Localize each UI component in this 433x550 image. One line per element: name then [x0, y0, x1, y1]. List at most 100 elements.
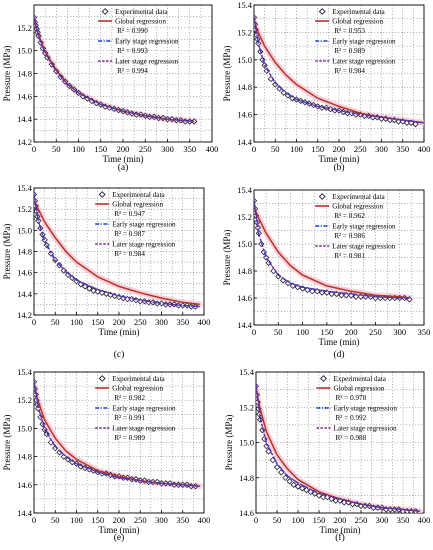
legend-label: Early stage regression [112, 405, 176, 413]
y-tick-label: 15.2 [239, 402, 254, 412]
experimental-point [333, 290, 340, 298]
x-tick-label: 200 [345, 327, 358, 337]
x-tick-label: 0 [252, 327, 256, 337]
y-axis-label: Pressure (MPa) [2, 46, 12, 102]
legend-label: Early stage regression [333, 405, 397, 413]
y-tick-label: 15.0 [237, 239, 252, 249]
experimental-point [81, 283, 89, 290]
experimental-point [338, 292, 345, 299]
x-tick-label: 350 [397, 515, 410, 525]
legend-label: Later stage regression [333, 425, 396, 433]
y-tick-label: 14.4 [17, 289, 33, 299]
x-tick-label: 300 [155, 317, 168, 327]
legend-marker-experimental [98, 375, 106, 382]
experimental-point [328, 495, 335, 503]
y-tick-label: 15.4 [239, 367, 255, 377]
y-tick-label: 15.2 [17, 23, 32, 33]
x-tick-label: 150 [311, 144, 324, 154]
global-regression-line [254, 21, 424, 124]
x-tick-label: 200 [333, 144, 346, 154]
plot-area [256, 382, 423, 513]
legend-r2: R² = 0.981 [334, 252, 365, 260]
legend-label: Global regression [112, 201, 163, 209]
y-tick-label: 14.4 [237, 320, 253, 330]
plot-frame [253, 189, 425, 326]
x-tick-label: 0 [252, 144, 256, 154]
chart-panel-5: 0 50 100 150 200 250 300 350 400 14.4 14.6 14.8 15.0… [2, 367, 210, 543]
y-axis-label: Pressure (MPa) [222, 230, 232, 286]
plot-area [254, 197, 413, 303]
later-stage-regression-line [254, 199, 410, 299]
y-tick-label: 14.4 [17, 508, 33, 518]
x-tick-label: 300 [376, 515, 389, 525]
x-tick-label: 200 [113, 317, 126, 327]
x-tick-label: 250 [134, 515, 147, 525]
legend-r2: R² = 0.988 [335, 434, 366, 442]
x-tick-label: 0 [32, 515, 36, 525]
y-axis-label: Pressure (MPa) [222, 46, 232, 102]
legend-r2: R² = 0.989 [334, 47, 365, 55]
y-tick-label: 15.0 [239, 438, 254, 448]
legend-marker-experimental [98, 191, 106, 198]
x-axis-label: Time (min) [99, 525, 140, 535]
x-tick-label: 300 [375, 144, 388, 154]
legend-r2: R² = 0.991 [114, 414, 145, 422]
experimental-point [259, 426, 266, 434]
legend-label: Global regression [115, 18, 166, 26]
x-tick-label: 0 [32, 317, 36, 327]
y-tick-label: 14.2 [17, 310, 32, 320]
experimental-point [309, 288, 316, 295]
later-stage-regression-line [256, 384, 420, 512]
x-tick-label: 400 [418, 515, 431, 525]
x-tick-label: 150 [91, 317, 104, 327]
x-tick-label: 350 [418, 327, 431, 337]
x-tick-label: 250 [369, 327, 382, 337]
later-stage-regression-line [34, 380, 200, 487]
experimental-point [69, 274, 76, 282]
experimental-point [286, 478, 293, 485]
y-tick-label: 15.4 [237, 185, 253, 195]
panel-label: (e) [114, 532, 125, 543]
panel-label: (f) [335, 532, 345, 543]
legend-r2: R² = 0.953 [334, 27, 365, 35]
y-tick-label: 15.4 [237, 0, 253, 10]
x-tick-label: 300 [161, 144, 174, 154]
y-axis-label: Pressure (MPa) [224, 415, 234, 471]
x-tick-label: 50 [274, 327, 283, 337]
experimental-point [69, 459, 76, 466]
experimental-point [265, 259, 272, 267]
early-stage-regression-line [34, 17, 195, 123]
y-tick-label: 15.2 [237, 27, 252, 37]
experimental-point [60, 453, 67, 460]
legend-label: Global regression [332, 203, 383, 211]
y-tick-label: 14.8 [239, 473, 254, 483]
legend-label: Experimental data [115, 8, 168, 16]
x-tick-label: 300 [393, 327, 406, 337]
x-tick-label: 300 [155, 515, 168, 525]
y-tick-label: 15.4 [17, 367, 33, 377]
experimental-point [290, 481, 297, 488]
experimental-point [341, 499, 348, 506]
experimental-point [357, 293, 365, 300]
y-tick-label: 14.8 [17, 452, 32, 462]
legend-r2: R² = 0.990 [117, 27, 148, 35]
plot-area [34, 378, 203, 490]
panel-label: (b) [333, 162, 344, 173]
y-tick-label: 15.0 [237, 55, 252, 65]
y-tick-label: 14.6 [17, 268, 32, 278]
global-regression-line [34, 385, 200, 487]
x-axis-label: Time (min) [99, 327, 140, 337]
x-tick-label: 150 [91, 515, 104, 525]
legend-r2: R² = 0.992 [335, 414, 366, 422]
y-tick-label: 15.2 [17, 204, 32, 214]
y-axis-label: Pressure (MPa) [2, 224, 12, 280]
x-tick-label: 150 [320, 327, 333, 337]
chart-panel-1: 0 50 100 150 200 250 300 350 400 14.2 14.4 14.6 14.8… [2, 4, 218, 173]
chart-panel-4: 0 50 100 150 200 250 300 350 14.4 14.6 14.8 15.0 15.… [222, 185, 430, 360]
experimental-point [86, 285, 93, 292]
x-tick-label: 100 [70, 515, 83, 525]
